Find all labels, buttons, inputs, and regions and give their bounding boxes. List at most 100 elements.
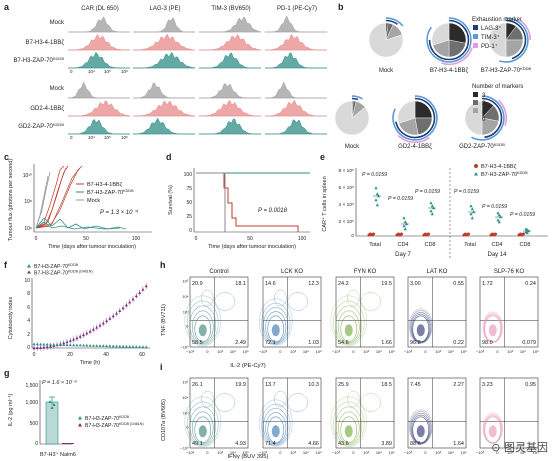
flow-quadrant-value: 26.1 [192, 382, 203, 388]
flow-y-tick: 10⁴ [182, 294, 188, 299]
tick-bot-1: 10⁴ [88, 135, 95, 140]
panel-g-legend-swatch-zap [78, 416, 82, 420]
panel-f-point-zap [78, 343, 82, 347]
panel-e-axes [355, 168, 548, 237]
flow-contour [287, 393, 309, 412]
flow-contour [265, 412, 287, 444]
pie-label-mock-1: Mock [379, 68, 394, 74]
flow-contour [214, 393, 236, 412]
flow-plot-frame [189, 377, 249, 449]
flow-x-tick: 10³ [290, 450, 296, 455]
panel-c-xtick-1: 50 [83, 236, 89, 242]
legend-label-tim3: TIM-3⁺ [481, 34, 500, 41]
histogram-curve [68, 51, 130, 69]
histogram-curve [199, 16, 262, 33]
tick-bot-2: 10⁵ [104, 135, 111, 140]
panel-e-point-zap [497, 220, 501, 224]
flow-quadrant-value: 43.6 [338, 441, 349, 447]
panel-f-point-zap [134, 345, 138, 348]
panel-f-point-zap [138, 345, 142, 349]
flow-contour [267, 416, 285, 444]
flow-x-tick: 10⁵ [316, 349, 322, 354]
panel-c-xtick-0: 0 [35, 236, 38, 242]
histogram-curve [133, 100, 196, 117]
pie-arc [428, 19, 470, 61]
panel-e-letter: e [320, 152, 325, 162]
tick-top-0: 0 [70, 69, 73, 74]
panel-f-point-zap [85, 343, 89, 347]
flow-contour [347, 289, 360, 307]
flow-quadrant-value: 72.1 [265, 340, 276, 346]
panel-g-pvalue: P = 1.6 × 10⁻⁵ [42, 379, 78, 386]
flow-contour [263, 407, 289, 445]
panel-i-xlabel: IFNγ (BUV 395) [228, 454, 269, 460]
panel-e-legend-41bb: B7-H3-4-1BBζ [481, 164, 517, 170]
flow-y-tick: 10⁵ [182, 279, 188, 284]
panel-f-point-zap [52, 342, 56, 346]
flow-quadrant-value: 13.7 [265, 382, 276, 388]
flow-contour [263, 306, 289, 344]
panel-e-point-zap [403, 227, 407, 231]
pie-grid [334, 17, 532, 144]
flow-x-tick: 10³ [363, 450, 369, 455]
legend-markers: 3 2 1 0 [473, 92, 486, 123]
flow-y-tick: −10³ [180, 446, 189, 451]
panel-c-ytick-1: 10⁸ [24, 199, 32, 205]
flow-x-tick: 0 [424, 450, 427, 455]
panel-a-letter: a [4, 2, 10, 12]
flow-x-tick: 10⁵ [389, 349, 395, 354]
legend-label-pd1: PD-1⁺ [481, 43, 498, 50]
histogram-curve [133, 51, 196, 69]
flow-plot-frame [479, 276, 539, 348]
flow-x-tick: 10⁵ [389, 450, 395, 455]
pie-slice [414, 100, 433, 119]
flow-x-tick: 0 [496, 450, 499, 455]
panel-d-ytick-0: 100 [184, 172, 193, 178]
panel-d-xtick-0: 0 [195, 236, 198, 242]
panel-d-ytick-1: 75 [186, 186, 192, 192]
flow-core [416, 324, 425, 337]
flow-contour [194, 416, 212, 444]
panel-b: b Mock B7-H3-4-1BBζ B7-H3-ZAP-70KDDB Moc… [334, 2, 532, 150]
col-ticks-top: 0 10⁴ 10⁵ 10⁶ [70, 69, 128, 74]
histogram-curve [133, 16, 195, 33]
flow-contour [411, 313, 430, 343]
panel-f-point-zap [49, 342, 52, 346]
flow-x-tick: 10⁵ [533, 450, 539, 455]
pie-arc [385, 19, 398, 25]
histogram-curve [133, 33, 196, 51]
panel-e-p-total-d14: P = 0.0159 [454, 189, 479, 195]
pie-arc [505, 19, 527, 60]
panel-e-point-zap [469, 204, 473, 208]
flow-quadrant-value: 0.95 [525, 382, 536, 388]
tick-top-2: 10⁵ [104, 69, 111, 74]
panel-c-series [35, 165, 127, 230]
flow-contour [483, 414, 503, 444]
flow-quadrant-value: 3.23 [482, 382, 493, 388]
panel-f-point-zap [101, 344, 105, 348]
panel-g-letter: g [4, 368, 10, 378]
panel-e-ylabel: CAR⁺ T cells in spleen [321, 176, 328, 231]
flow-quadrant-value: 19.5 [381, 281, 392, 287]
panel-e-point-zap [375, 192, 379, 196]
col-header-lag3: LAG-3 (PE) [149, 6, 180, 12]
panel-a: a CAR (DL 650) LAG-3 (PE) TIM-3 (BV650) … [4, 2, 327, 140]
flow-contour [186, 300, 219, 346]
panel-f-legend-swatch-zap [27, 264, 31, 268]
panel-c-letter: c [4, 152, 9, 162]
flow-x-tick: 10⁴ [230, 450, 236, 455]
panel-f-point-zap [108, 344, 112, 348]
legend-swatch-pd1 [473, 43, 478, 48]
panel-e: e CAR⁺ T cells in spleen 8 × 10⁵ 6 × 10⁵… [320, 152, 548, 258]
flow-quadrant-value: 1.03 [308, 340, 319, 346]
flow-contour [184, 396, 222, 448]
flow-contour [201, 390, 214, 408]
flow-x-tick: 10³ [217, 349, 223, 354]
histogram-curve [265, 52, 327, 69]
histogram-curve [199, 52, 261, 69]
pie-arc [395, 97, 436, 139]
flow-quadrant-value: 24.2 [338, 281, 349, 287]
panel-f-point-zap [115, 344, 118, 348]
panel-f-point-zap [141, 345, 145, 349]
